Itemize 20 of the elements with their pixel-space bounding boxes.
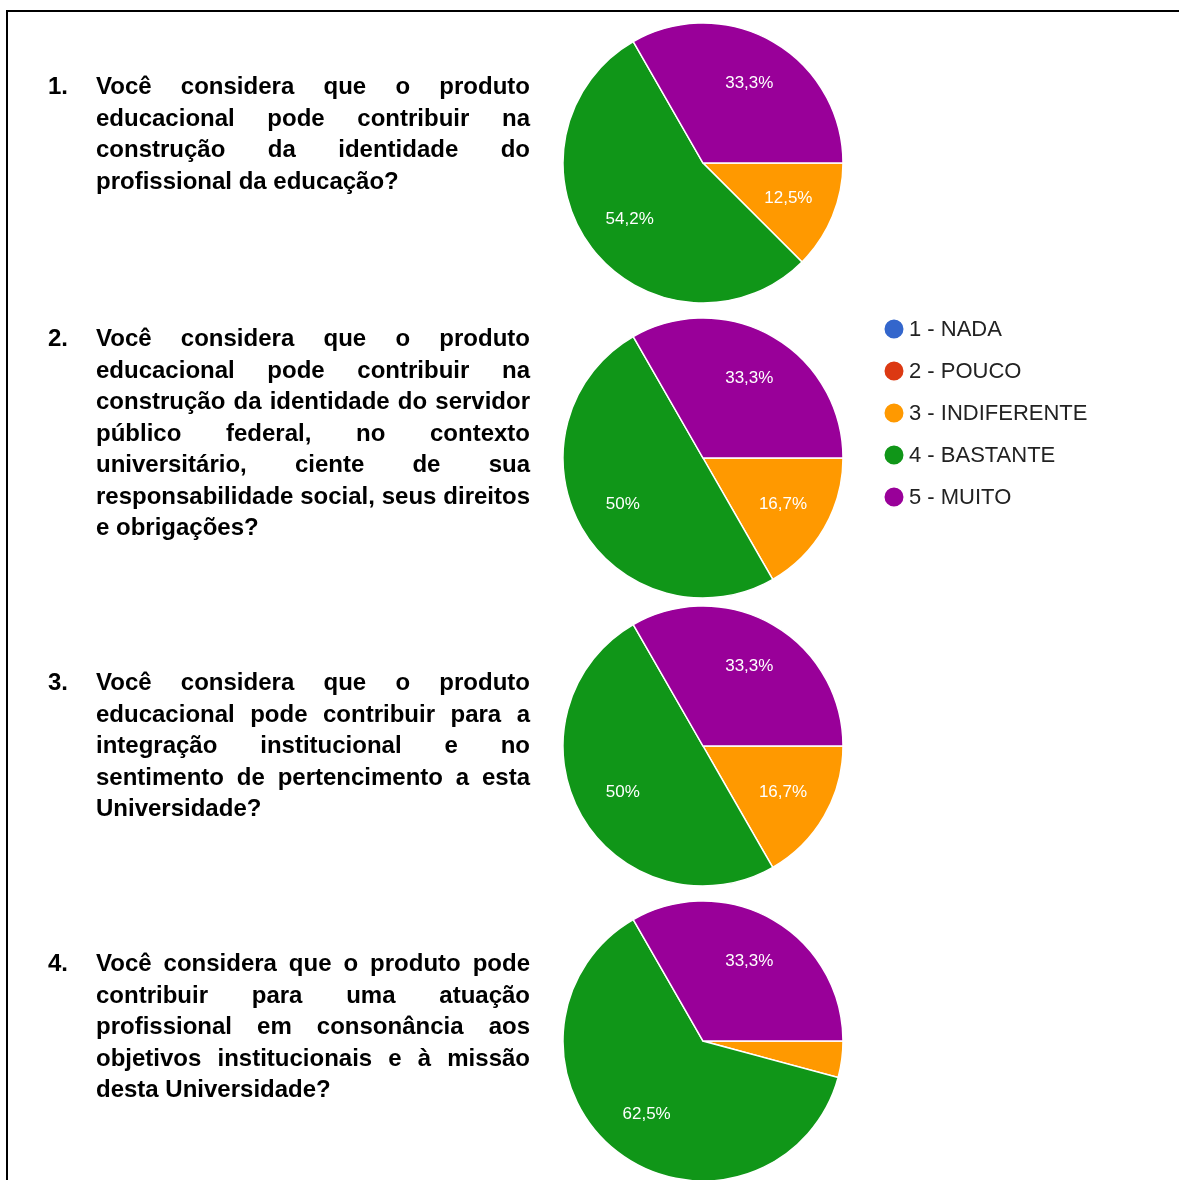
data-label: 33,3% <box>725 368 774 388</box>
data-label: 33,3% <box>725 656 774 676</box>
data-label: 16,7% <box>758 494 808 514</box>
legend-label: 3 - INDIFERENTE <box>909 400 1088 425</box>
data-label: 33,3% <box>725 951 774 971</box>
data-label: 50% <box>605 494 640 514</box>
data-label: 16,7% <box>758 782 808 802</box>
data-label: 12,5% <box>764 188 813 208</box>
text: 2. Você considera que o produto educacional pode contribuir na construção da identidade do servidor público federal, no contexto universitário, ciente de sua responsabilidade social, seus direitos e obrigações? <box>48 323 530 540</box>
legend-label: 5 - MUITO <box>909 484 1012 509</box>
legend-label: 4 - BASTANTE <box>909 442 1056 467</box>
text: 3. Você considera que o produto educacional pode contribuir para a integração institucional e no sentimento de pertencimento a esta Universidade? <box>48 667 530 821</box>
legend-label: 2 - POUCO <box>909 358 1022 383</box>
text: 4. Você considera que o produto pode contribuir para uma atuação profissional em consonância aos objetivos institucionais e à missão desta Universidade? <box>48 948 530 1102</box>
legend-label: 1 - NADA <box>909 316 1003 341</box>
data-label: 33,3% <box>725 73 774 93</box>
data-label: 54,2% <box>605 209 654 229</box>
text: 1. Você considera que o produto educacional pode contribuir na construção da identidade do profissional da educação? <box>48 71 530 194</box>
data-label: 50% <box>605 782 640 802</box>
data-label: 62,5% <box>622 1104 671 1124</box>
